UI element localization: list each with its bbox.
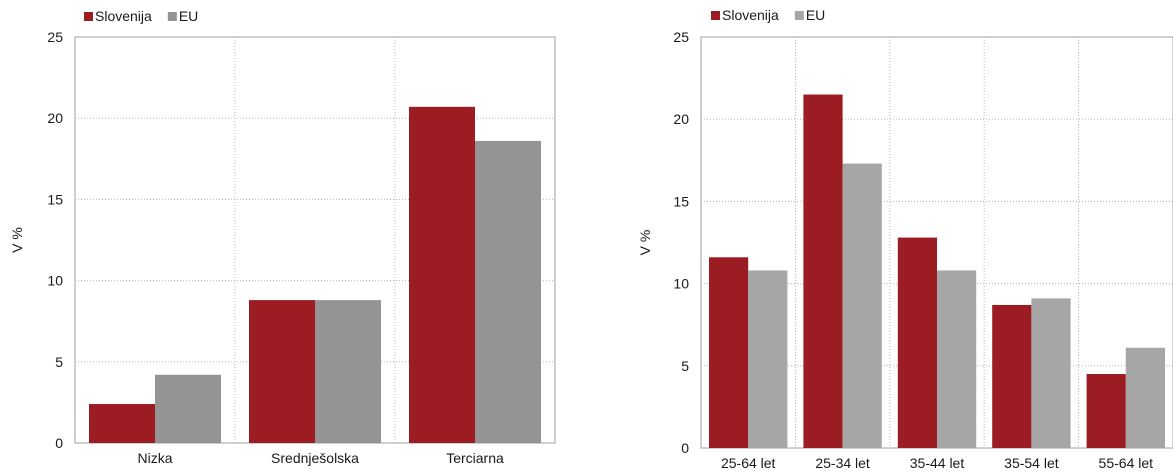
bar-slovenija-2 — [249, 300, 315, 443]
legend-label: Slovenija — [95, 8, 152, 24]
legend-swatch-slovenija — [711, 11, 720, 20]
x-category-label: 35-54 let — [1004, 455, 1059, 471]
legend-label: EU — [806, 7, 825, 23]
bar-slovenija-4 — [992, 304, 1032, 448]
legend-swatch-eu — [167, 12, 177, 21]
legend-label: EU — [179, 8, 198, 24]
bar-eu-3 — [475, 140, 541, 443]
bar-slovenija-2 — [803, 94, 843, 448]
legend: Slovenija EU — [84, 8, 198, 24]
y-tick-label: 5 — [55, 354, 63, 370]
chart-1: 0 5 10 15 20 25 Nizka Srednješolska Terciarna V %… — [9, 8, 556, 466]
y-axis-label: V % — [637, 230, 653, 256]
bar-slovenija-1 — [709, 257, 749, 448]
x-category-label: 35-44 let — [910, 455, 965, 471]
x-category-label: Terciarna — [446, 450, 504, 466]
x-category-label: Srednješolska — [271, 450, 359, 466]
y-tick-label: 10 — [673, 276, 689, 292]
y-tick-label: 25 — [673, 29, 689, 45]
bar-slovenija-3 — [409, 106, 475, 443]
y-tick-label: 20 — [47, 110, 63, 126]
x-category-label: Nizka — [137, 450, 172, 466]
x-category-label: 55-64 let — [1099, 455, 1154, 471]
y-axis-label: V % — [9, 227, 25, 253]
bar-eu-1 — [748, 270, 788, 448]
bar-eu-2 — [842, 163, 882, 448]
y-tick-label: 0 — [681, 440, 689, 456]
bar-eu-5 — [1125, 347, 1165, 448]
y-tick-label: 0 — [55, 435, 63, 451]
bar-eu-4 — [1031, 298, 1071, 448]
x-category-label: 25-34 let — [815, 455, 870, 471]
legend-swatch-eu — [794, 11, 804, 20]
y-tick-label: 25 — [47, 29, 63, 45]
bar-slovenija-1 — [89, 404, 155, 443]
y-tick-label: 20 — [673, 111, 689, 127]
y-tick-label: 10 — [47, 273, 63, 289]
legend-swatch-slovenija — [84, 12, 93, 21]
bar-slovenija-3 — [897, 237, 937, 448]
y-tick-label: 15 — [47, 191, 63, 207]
y-tick-label: 15 — [673, 193, 689, 209]
chart-2: 0 5 10 15 20 25 25-64 let 25-34 let 35-44 let 35-… — [637, 7, 1173, 471]
x-category-label: 25-64 let — [721, 455, 776, 471]
y-tick-label: 5 — [681, 358, 689, 374]
bar-eu-2 — [315, 300, 381, 443]
legend: Slovenija EU — [711, 7, 825, 23]
bar-eu-3 — [937, 270, 977, 448]
bar-eu-1 — [155, 374, 221, 443]
legend-label: Slovenija — [722, 7, 779, 23]
bar-slovenija-5 — [1086, 374, 1126, 448]
